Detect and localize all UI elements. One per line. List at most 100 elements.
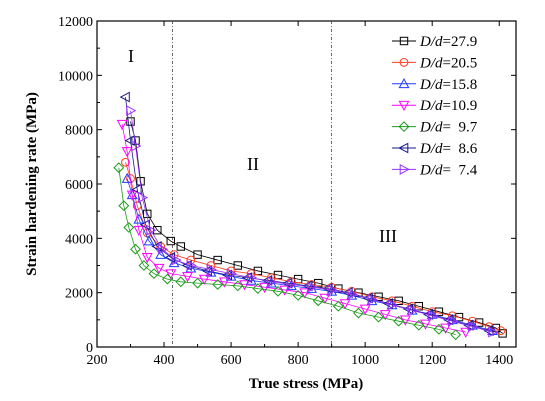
region-label: III: [379, 226, 397, 246]
data-point: [387, 299, 398, 311]
legend-label: D/d=15.8: [419, 77, 477, 93]
data-point: [450, 329, 462, 341]
data-point: [166, 236, 175, 246]
data-point: [186, 260, 197, 271]
legend-label: D/d= 9.7: [419, 120, 478, 136]
data-point: [133, 225, 145, 237]
data-point: [182, 272, 193, 283]
data-point: [118, 200, 130, 212]
y-axis-title: Strain hardening rate (MPa): [24, 92, 40, 276]
data-point: [165, 269, 177, 280]
region-label: I: [128, 46, 134, 66]
data-point: [393, 315, 405, 327]
legend-marker: [398, 100, 410, 112]
data-point: [124, 135, 135, 146]
legend-label-prefix: D/d: [419, 120, 443, 136]
data-point: [126, 105, 137, 117]
data-point: [146, 224, 157, 236]
data-point: [246, 272, 258, 284]
series-line: [125, 162, 502, 332]
data-point: [131, 140, 142, 152]
data-point: [252, 283, 264, 294]
data-point: [175, 276, 187, 288]
series-3: [116, 119, 472, 338]
marks-layer: [113, 91, 507, 341]
data-point: [373, 311, 384, 323]
data-point: [148, 268, 160, 280]
y-tick-label: 8000: [65, 124, 93, 139]
data-point: [267, 276, 278, 288]
y-tick-label: 2000: [65, 287, 93, 302]
data-point: [359, 304, 371, 315]
data-point: [226, 268, 237, 280]
x-tick-label: 800: [288, 353, 309, 368]
legend-label-value: = 7.4: [443, 162, 478, 178]
legend-label: D/d= 7.4: [419, 162, 478, 178]
data-point: [138, 260, 150, 271]
data-point: [232, 280, 244, 292]
legend-label: D/d=20.5: [419, 55, 477, 71]
legend-label-value: =27.9: [443, 34, 478, 50]
data-point: [245, 274, 257, 285]
y-tick-label: 10000: [58, 69, 93, 84]
data-point: [299, 288, 311, 299]
data-point: [130, 243, 141, 255]
data-point: [319, 293, 331, 304]
data-point: [272, 285, 284, 297]
legend-label-prefix: D/d: [419, 162, 443, 178]
data-point: [121, 157, 130, 167]
x-tick-label: 600: [221, 353, 242, 368]
legend: D/d=27.9D/d=20.5D/d=15.8D/d=10.9D/d= 9.7…: [392, 34, 478, 178]
legend-label-value: = 9.7: [443, 120, 478, 136]
series-4: [113, 162, 462, 341]
data-point: [233, 261, 242, 270]
series-line: [125, 97, 490, 332]
data-point: [213, 255, 222, 265]
series-1: [121, 157, 506, 336]
data-point: [347, 288, 358, 300]
data-point: [193, 250, 202, 259]
series-line: [121, 124, 466, 333]
legend-marker: [398, 142, 409, 154]
data-point: [433, 323, 445, 335]
data-point: [121, 172, 133, 183]
data-point: [218, 277, 230, 288]
data-point: [137, 192, 149, 204]
data-point: [414, 302, 423, 311]
y-tick-label: 12000: [58, 15, 93, 30]
legend-label-value: =15.8: [443, 77, 478, 93]
data-point: [448, 315, 459, 327]
legend-marker: [398, 77, 410, 89]
data-point: [119, 91, 130, 103]
data-point: [158, 243, 169, 255]
legend-label-value: =20.5: [443, 55, 478, 71]
series-6: [126, 105, 499, 338]
data-point: [332, 300, 344, 312]
data-point: [171, 254, 182, 266]
data-point: [434, 307, 444, 316]
data-point: [161, 273, 173, 285]
data-point: [143, 235, 155, 246]
series-2: [121, 172, 498, 335]
data-point: [496, 326, 506, 336]
region-label: II: [247, 154, 259, 174]
data-point: [394, 296, 403, 306]
data-point: [488, 326, 499, 338]
legend-label-prefix: D/d: [419, 141, 443, 157]
data-point: [454, 312, 464, 322]
legend-marker: [399, 163, 410, 175]
data-point: [353, 307, 364, 319]
legend-label-prefix: D/d: [419, 34, 443, 50]
data-point: [498, 329, 507, 338]
data-point: [327, 284, 338, 296]
data-point: [198, 274, 210, 285]
data-point: [116, 119, 128, 131]
data-point: [141, 253, 153, 264]
data-point: [287, 279, 298, 290]
data-point: [307, 281, 318, 293]
y-tick-label: 0: [86, 341, 93, 356]
data-point: [379, 310, 391, 321]
x-axis-title: True stress (MPa): [249, 376, 363, 392]
legend-label-prefix: D/d: [419, 98, 443, 114]
